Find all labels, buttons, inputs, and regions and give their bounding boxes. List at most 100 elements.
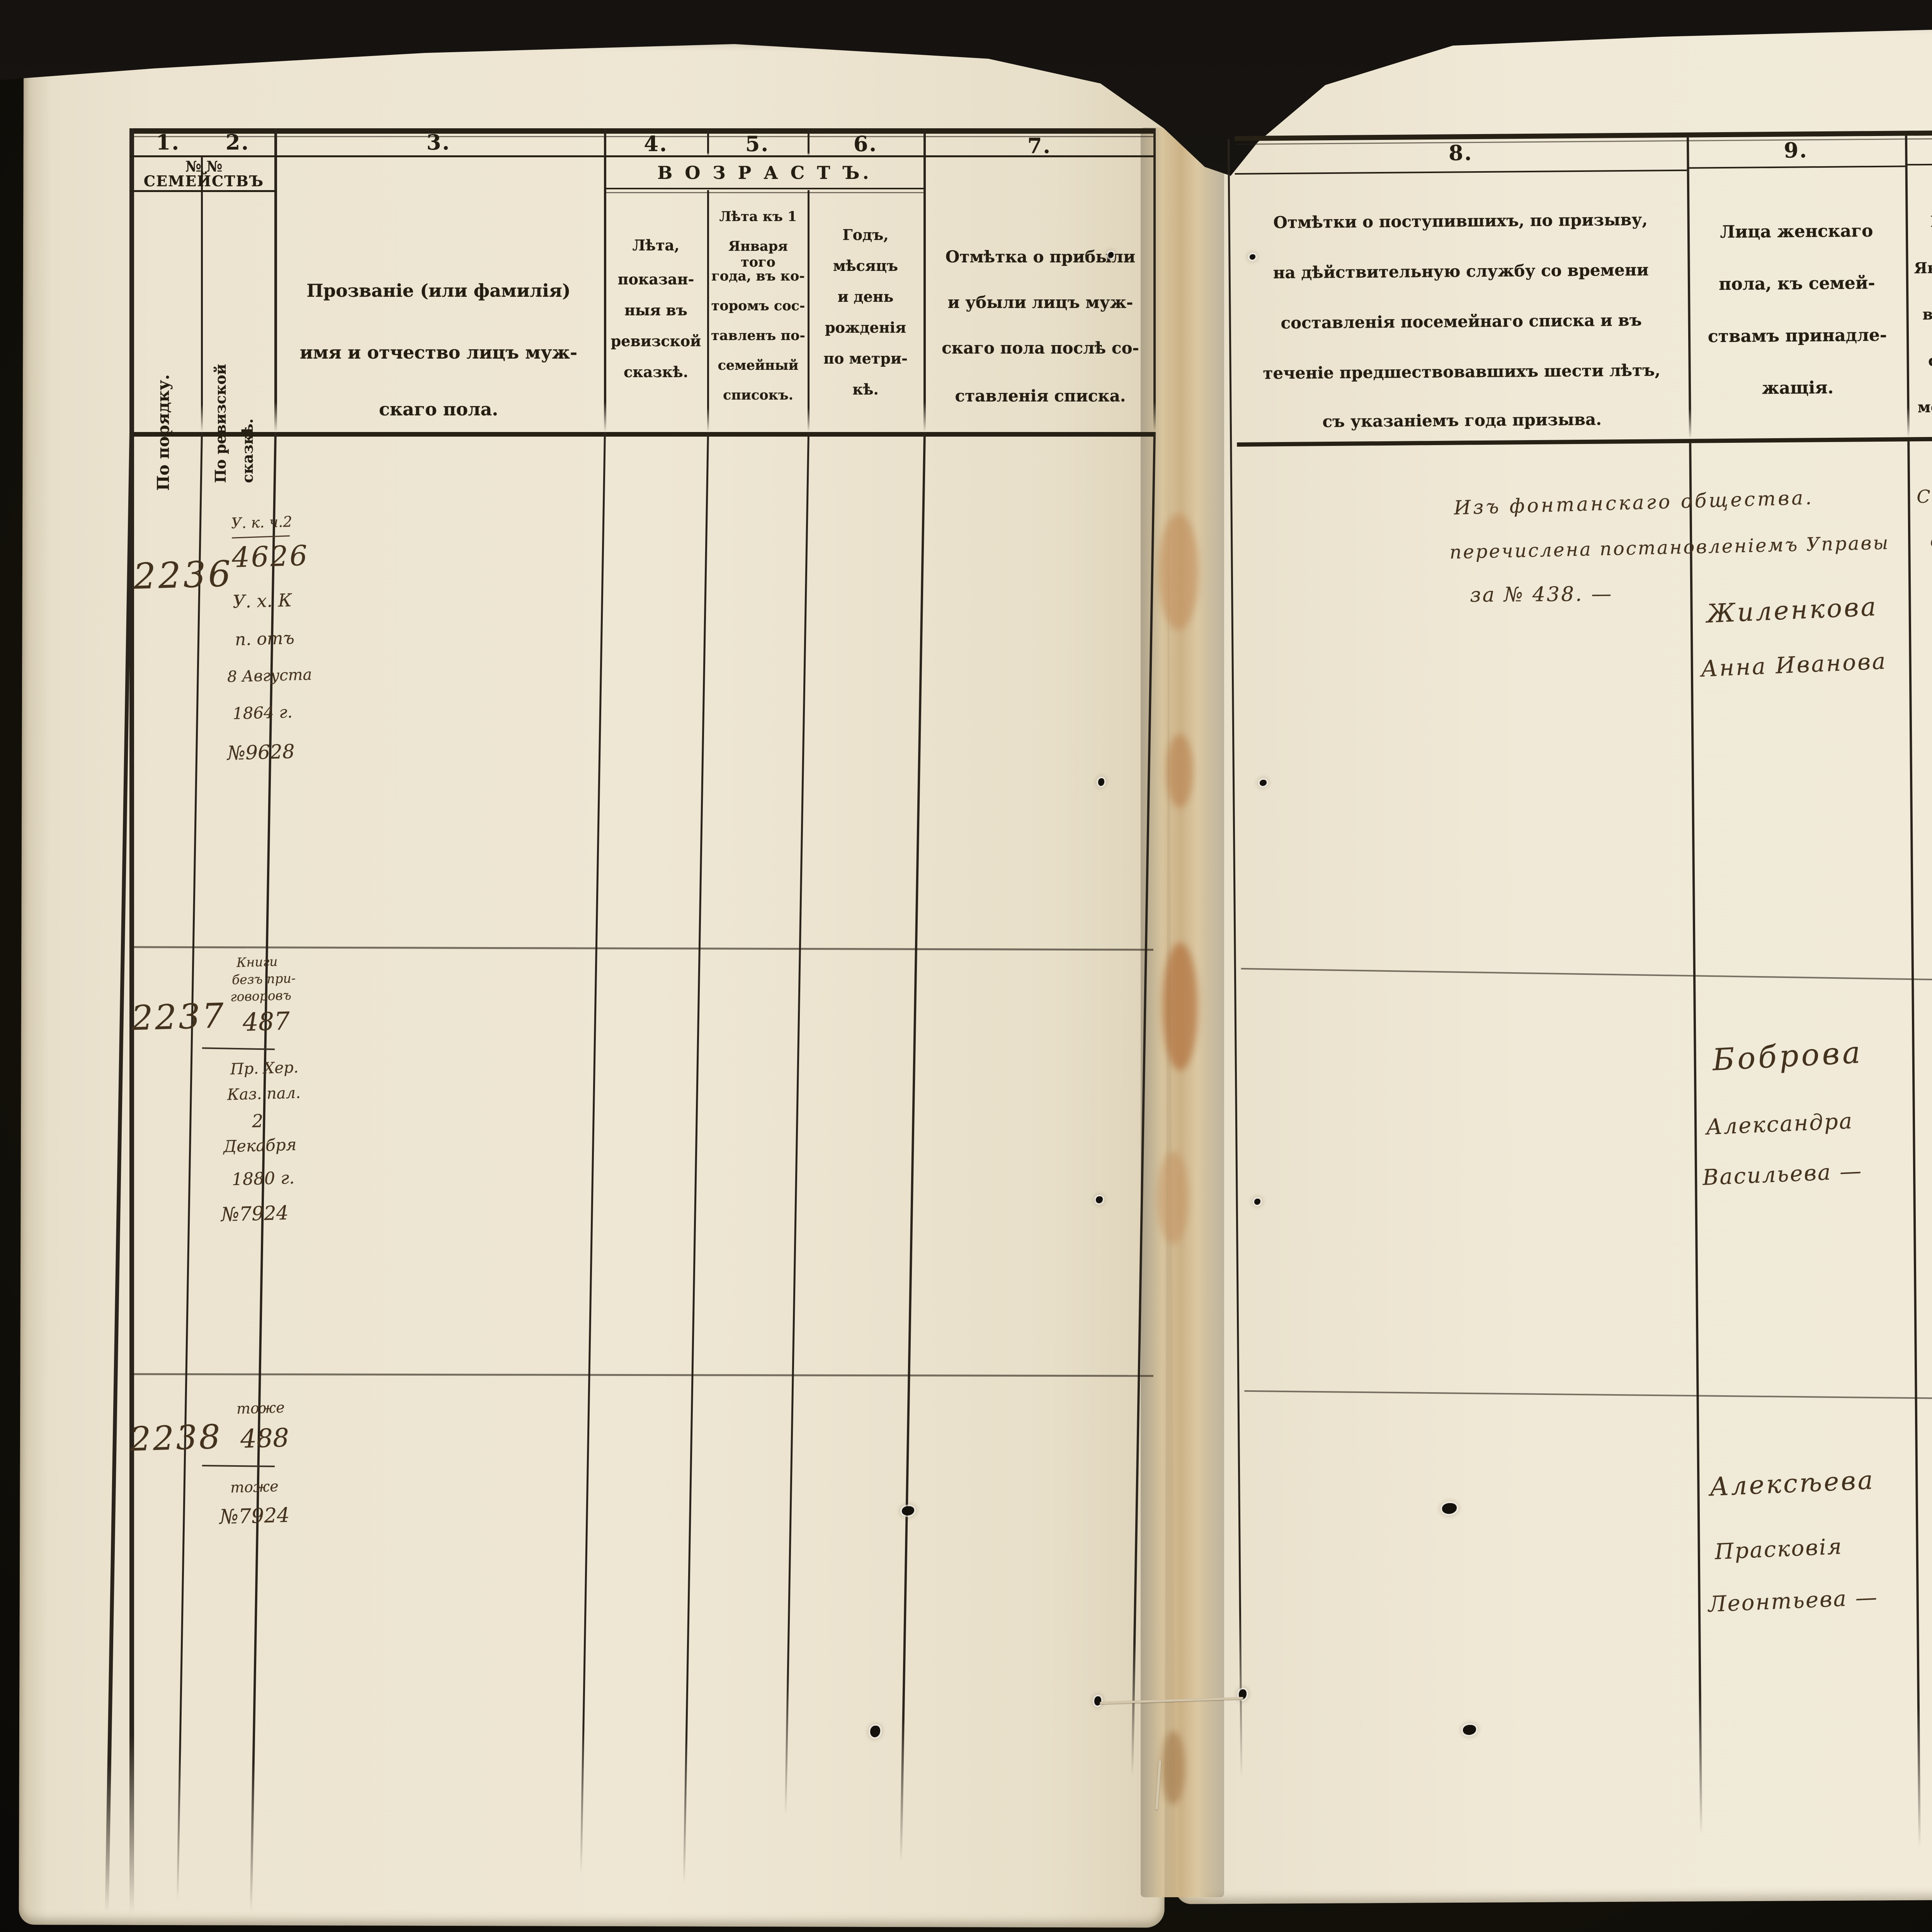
col4-header-line: Лѣта, xyxy=(632,236,680,254)
col5-header-line: года, въ ко- xyxy=(711,268,805,284)
left-body-grid xyxy=(0,432,1179,1932)
revision-note: У. х. К xyxy=(232,589,293,612)
col5-header-line: Января того xyxy=(728,238,788,270)
col8-note-line: перечислена постановленіемъ Управы xyxy=(1449,532,1890,563)
table-border-top xyxy=(129,128,1155,134)
col8-header-line: составленія посемейнаго списка и въ xyxy=(1281,310,1642,333)
revision-note: безъ при- xyxy=(231,970,296,988)
woman-name-line: Леонтьева — xyxy=(1708,1585,1879,1617)
revision-note: 4626 xyxy=(231,539,310,574)
header-line xyxy=(604,188,925,189)
col4-header-line: ревизской xyxy=(611,332,701,350)
col9-header-line: пола, къ семей- xyxy=(1719,273,1875,294)
col9-header-line: ствамъ принадле- xyxy=(1708,325,1887,347)
col9-header-line: жащія. xyxy=(1762,378,1834,398)
col-line xyxy=(1131,432,1156,1777)
col10-header-line: Января того года, xyxy=(1914,258,1932,277)
stitch-hole xyxy=(902,1506,914,1515)
order-number: 2238 xyxy=(129,1417,223,1459)
age-note-line: отъ 4 Іюня xyxy=(1930,529,1932,551)
stitch-hole xyxy=(1250,254,1255,260)
col10-header-line: въ которомъ со- xyxy=(1922,304,1932,324)
col-number-5: 5. xyxy=(745,131,770,156)
revision-note: п. отъ xyxy=(235,628,295,650)
row-divider xyxy=(1244,1390,1932,1403)
stitch-hole xyxy=(870,1726,880,1737)
header-line xyxy=(129,155,1155,157)
seam-stain xyxy=(1166,734,1193,808)
stitch-hole xyxy=(1094,1696,1101,1706)
col7-header-line: ставленія списка. xyxy=(955,386,1126,405)
col4-header-line: показан- xyxy=(617,270,694,288)
col8-note-line: Изъ фонтанскаго общества. xyxy=(1453,486,1814,519)
table-border-top-inner xyxy=(129,136,1155,137)
col-line xyxy=(176,432,203,1900)
col5-header-line: торомъ сос- xyxy=(711,298,805,314)
revision-note: №9628 xyxy=(227,740,295,765)
col-number-10: 10. xyxy=(1905,134,1932,160)
col-number-1: 1. xyxy=(156,130,180,155)
stitch-hole xyxy=(1239,1689,1247,1699)
age-note-line: С. С. № 388 xyxy=(1917,485,1932,507)
col6-header-line: рожденія xyxy=(825,319,906,336)
woman-name-line: Александра xyxy=(1705,1108,1854,1140)
woman-name-line: Васильева — xyxy=(1702,1158,1863,1190)
revision-note: Каз. пал. xyxy=(227,1084,301,1104)
header-bottom-line xyxy=(1237,434,1932,447)
col5-header-line: семейный xyxy=(718,357,799,373)
col8-header-line: Отмѣтки о поступившихъ, по призыву, xyxy=(1273,210,1648,232)
revision-note: тоже xyxy=(236,1399,285,1417)
header-line xyxy=(1687,165,1905,169)
col5-header-line: Лѣта къ 1 xyxy=(719,209,797,224)
col-line xyxy=(1689,443,1702,1834)
revision-note: Пр. Хер. xyxy=(230,1058,299,1078)
header-bottom-line xyxy=(129,432,1155,437)
col6-header-line: по метри- xyxy=(823,350,908,367)
header-line xyxy=(129,190,276,192)
revision-note: 8 Августа xyxy=(227,665,312,686)
families-group-no: № № xyxy=(185,158,223,175)
woman-name-line: Анна Иванова xyxy=(1700,648,1888,682)
right-table: 8. 9. 10. 11. Отмѣтки о поступившихъ, по… xyxy=(1228,0,1932,1932)
col-line xyxy=(707,190,709,432)
col6-header-line: и день xyxy=(837,288,894,305)
col7-header-line: и убыли лицъ муж- xyxy=(947,293,1133,312)
col-line xyxy=(274,128,277,432)
revision-note: 1864 г. xyxy=(232,702,293,723)
seam-stain xyxy=(1162,943,1198,1070)
col-line xyxy=(784,432,810,1815)
col-line xyxy=(1153,128,1156,432)
col3-header-line: скаго пола. xyxy=(379,399,498,420)
col8-note-line: за № 438. — xyxy=(1470,582,1613,607)
col-line xyxy=(201,155,203,432)
woman-name-line: Боброва xyxy=(1711,1035,1864,1078)
stitch-hole xyxy=(1260,780,1267,786)
stitch-hole xyxy=(1463,1725,1476,1735)
col8-header-line: съ указаніемъ года призыва. xyxy=(1322,410,1602,431)
col-number-3: 3. xyxy=(426,130,451,155)
revision-note: У. к. ч.2 xyxy=(231,513,293,532)
col-line xyxy=(683,432,709,1885)
revision-note: тоже xyxy=(230,1478,279,1496)
col-line xyxy=(707,128,709,155)
header-line xyxy=(604,192,925,193)
order-number: 2236 xyxy=(133,553,234,597)
col5-header-line: тавленъ по- xyxy=(711,328,805,344)
col6-header-line: мѣсяцъ xyxy=(833,257,898,274)
revision-note: 487 xyxy=(242,1007,291,1037)
header-line xyxy=(1905,162,1932,166)
col6-header-line: кѣ. xyxy=(852,381,879,398)
seam-stain xyxy=(1158,1151,1189,1244)
col-line xyxy=(808,128,810,155)
stitch-hole xyxy=(1098,778,1104,786)
col10-header-line: ставленъ посе- xyxy=(1928,351,1932,370)
col8-header-line: на дѣйствительную службу со времени xyxy=(1273,260,1649,282)
col5-header-line: списокъ. xyxy=(723,387,793,403)
col7-header-line: скаго пола послѣ со- xyxy=(942,338,1139,357)
woman-name-line: Прасковія xyxy=(1714,1534,1844,1565)
col-number-9: 9. xyxy=(1784,138,1808,163)
col10-header-line: Возрастъ къ 1 xyxy=(1930,212,1932,231)
col8-header-line: теченіе предшествовавшихъ шести лѣтъ, xyxy=(1263,361,1661,383)
col4-header-line: ныя въ xyxy=(624,301,687,319)
col-line xyxy=(604,128,606,432)
